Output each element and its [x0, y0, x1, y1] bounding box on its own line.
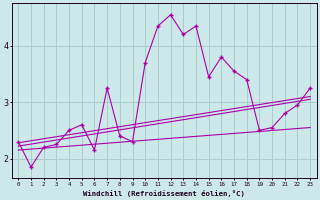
X-axis label: Windchill (Refroidissement éolien,°C): Windchill (Refroidissement éolien,°C)	[83, 190, 245, 197]
